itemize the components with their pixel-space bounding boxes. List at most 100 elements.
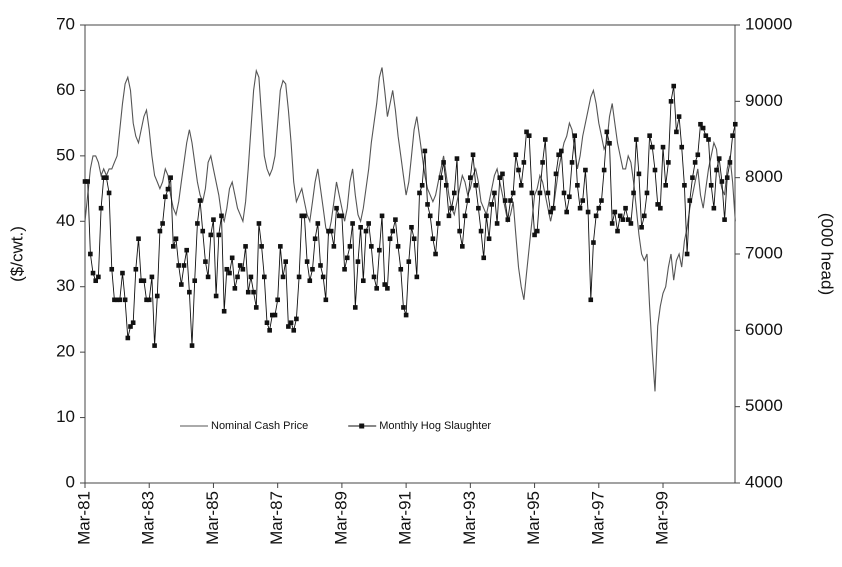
x-tick-label: Mar-99 <box>653 491 672 545</box>
marker <box>112 297 117 303</box>
marker <box>299 213 305 219</box>
y-tick-label: 30 <box>56 276 75 295</box>
marker <box>631 190 636 196</box>
marker <box>564 209 569 215</box>
marker <box>259 244 264 249</box>
marker <box>443 183 449 188</box>
marker <box>393 217 398 222</box>
marker <box>708 183 714 188</box>
marker <box>545 190 551 196</box>
marker <box>529 190 535 196</box>
marker <box>540 160 545 165</box>
x-tick-label: Mar-83 <box>139 491 158 545</box>
marker <box>567 194 572 200</box>
marker <box>133 266 139 272</box>
marker <box>417 190 422 196</box>
marker <box>144 297 149 303</box>
marker <box>181 263 187 268</box>
y2-tick-label: 5000 <box>745 396 783 415</box>
x-tick-label: Mar-85 <box>203 491 222 545</box>
marker <box>227 270 232 276</box>
marker <box>272 312 278 318</box>
marker <box>342 266 347 272</box>
marker <box>278 244 283 249</box>
marker <box>328 228 334 234</box>
marker <box>82 179 88 184</box>
marker <box>208 232 214 238</box>
marker <box>623 205 628 211</box>
marker <box>470 152 476 158</box>
marker <box>304 259 310 264</box>
marker <box>312 236 318 242</box>
x-tick-label: Mar-81 <box>74 491 93 545</box>
marker <box>730 133 735 138</box>
marker <box>580 198 586 203</box>
marker <box>484 213 489 219</box>
marker <box>494 221 500 226</box>
marker <box>106 190 112 196</box>
x-tick-label: Mar-97 <box>588 491 607 545</box>
marker <box>612 209 618 215</box>
marker <box>320 274 326 280</box>
marker <box>149 274 155 280</box>
marker <box>441 160 446 165</box>
marker <box>288 320 294 325</box>
marker <box>476 205 481 211</box>
marker <box>711 205 717 211</box>
marker <box>136 236 141 242</box>
marker <box>387 236 393 242</box>
marker <box>409 224 414 230</box>
marker <box>122 297 128 303</box>
x-tick-label: Mar-89 <box>331 491 350 545</box>
marker <box>414 274 420 280</box>
marker <box>497 175 503 180</box>
marker <box>607 141 612 146</box>
marker <box>184 247 189 253</box>
marker <box>502 198 508 203</box>
marker <box>379 213 385 219</box>
marker <box>232 286 238 291</box>
marker <box>435 221 441 226</box>
marker <box>650 144 655 150</box>
marker <box>377 247 382 253</box>
marker <box>449 205 454 211</box>
marker <box>101 175 107 180</box>
marker <box>695 152 701 158</box>
marker <box>195 221 200 226</box>
marker <box>350 221 355 226</box>
y2-tick-label: 10000 <box>745 14 792 33</box>
marker <box>336 213 342 219</box>
marker <box>366 221 371 226</box>
marker <box>374 286 379 291</box>
marker <box>221 308 227 314</box>
marker <box>500 171 505 177</box>
marker <box>229 255 235 261</box>
marker <box>703 133 709 138</box>
marker <box>641 213 647 219</box>
marker <box>371 274 377 280</box>
marker <box>307 278 313 284</box>
marker <box>165 186 171 192</box>
marker <box>179 282 184 287</box>
marker <box>430 236 436 242</box>
marker <box>639 224 644 230</box>
marker <box>526 133 532 138</box>
marker <box>213 293 219 299</box>
marker <box>398 266 404 272</box>
marker <box>583 167 588 173</box>
marker <box>85 179 90 184</box>
marker <box>248 274 254 280</box>
marker <box>700 125 706 131</box>
marker <box>628 221 634 226</box>
marker <box>716 156 722 161</box>
marker <box>644 190 650 196</box>
marker <box>310 266 315 272</box>
marker <box>481 255 487 261</box>
marker <box>189 343 195 348</box>
marker <box>173 236 179 242</box>
marker <box>505 217 511 222</box>
marker <box>109 266 115 272</box>
marker <box>256 221 262 226</box>
marker <box>599 198 604 203</box>
